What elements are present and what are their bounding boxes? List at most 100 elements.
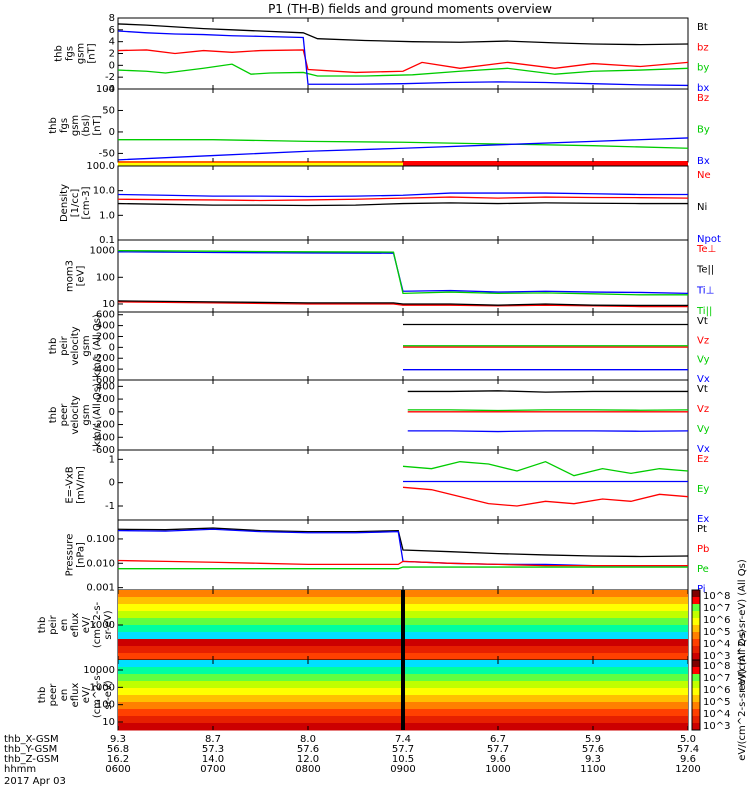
y-tick-label: 6 (109, 25, 115, 36)
panel-frame (117, 519, 689, 591)
y-axis-label: gsm (76, 43, 87, 64)
legend-Vy: Vy (697, 355, 710, 366)
y-tick-label: -200 (92, 420, 115, 431)
y-axis-label: [eV] (76, 266, 87, 287)
y-tick-label: 100 (96, 700, 115, 711)
y-axis-label: Density (59, 184, 70, 222)
colorbar-tick-label: 10^4 (703, 639, 730, 650)
legend-Pb: Pb (697, 544, 709, 555)
x-axis-value: 9.6 (490, 754, 506, 765)
x-axis-value: 1100 (580, 764, 605, 775)
y-axis-label: peer (48, 683, 59, 707)
series-Bt-line (117, 23, 689, 46)
y-tick-label: 200 (96, 394, 115, 405)
y-tick-label: 400 (96, 321, 115, 332)
y-tick-label: -50 (99, 148, 115, 159)
series-Vt-line (407, 390, 688, 393)
series-Te-line (117, 300, 688, 307)
y-tick-label: 400 (96, 381, 115, 392)
figure-title: P1 (TH-B) fields and ground moments over… (268, 2, 552, 16)
y-tick-label: 600 (96, 310, 115, 321)
legend-Ey: Ey (697, 484, 709, 495)
y-axis-label: velocity (70, 326, 81, 365)
x-axis-value: 5.9 (585, 734, 601, 745)
colorbar-segment (692, 702, 700, 710)
y-axis-label: mom3 (65, 260, 76, 292)
y-tick-label: 1.0 (99, 210, 115, 221)
legend-Pi: Pi (697, 584, 706, 595)
x-axis-value: 1200 (675, 764, 700, 775)
colorbar-tick-label: 10^3 (703, 651, 730, 662)
y-tick-label: 4 (109, 37, 115, 48)
legend-Bt: Bt (697, 22, 708, 33)
colorbar-tick-label: 10^7 (703, 673, 730, 684)
x-axis-value: 5.0 (680, 734, 696, 745)
y-axis-label: en (59, 689, 70, 702)
y-tick-label: 100 (96, 84, 115, 95)
x-axis-value: 14.0 (202, 754, 224, 765)
y-axis-label: km/s (All Qs) (92, 314, 103, 378)
x-axis-value: 0700 (200, 764, 225, 775)
y-tick-label: -400 (92, 364, 115, 375)
x-axis-value: 0600 (105, 764, 130, 775)
x-axis-row-label: thb_Y-GSM (4, 744, 57, 755)
y-tick-label: 0 (109, 478, 115, 489)
series-Bx-line (117, 137, 689, 161)
y-tick-label: 1000 (90, 620, 115, 631)
colorbar-tick-label: 10^6 (703, 685, 730, 696)
y-tick-label: 10.0 (93, 186, 115, 197)
legend-bz: bz (697, 42, 709, 53)
colorbar-tick-label: 10^6 (703, 615, 730, 626)
series-Ti-line (117, 249, 688, 296)
y-tick-label: 0.100 (86, 534, 115, 545)
y-axis-label: thb (48, 338, 59, 355)
colorbar-segment (692, 625, 700, 633)
series-bz-line (117, 49, 689, 74)
legend-Vx: Vx (697, 374, 710, 385)
panel-2: 100 50 0 -50 thb fgs gsm (bsl) [nT] Bz By Bx (48, 84, 710, 167)
y-axis-label: E=-VxB (65, 466, 76, 503)
colorbar-label: eV/(cm^2-s-sr-eV) (All Qs) (737, 629, 748, 761)
x-axis-value: 57.4 (677, 744, 699, 755)
colorbar-frame (691, 659, 701, 731)
y-axis-label: [mV/m] (76, 466, 87, 504)
x-axis-value: 8.7 (205, 734, 221, 745)
x-axis-row-label: thb_X-GSM (4, 734, 59, 745)
y-tick-label: -4 (105, 84, 115, 95)
series-Te-line (117, 301, 688, 308)
legend-Npot: Npot (697, 234, 721, 245)
y-tick-label: -600 (92, 375, 115, 386)
y-tick-label: 1 (109, 454, 115, 465)
y-tick-label: -200 (92, 353, 115, 364)
series-Ti-line (117, 251, 689, 295)
y-axis-label: (bsl) (81, 114, 92, 136)
series-bx-line (117, 30, 689, 87)
legend-bx: bx (697, 83, 709, 94)
y-tick-label: 0 (109, 127, 115, 138)
y-axis-label: fgs (65, 46, 76, 61)
x-axis-value: 57.6 (297, 744, 319, 755)
y-axis-label: [1/cc] (70, 189, 81, 218)
colorbar-tick-label: 10^3 (703, 721, 730, 732)
colorbar-segment (692, 723, 700, 731)
legend-Ez: Ez (697, 454, 709, 465)
y-tick-label: 50 (102, 105, 115, 116)
x-axis-value: 57.6 (582, 744, 604, 755)
series-Ey-line (402, 460, 689, 477)
legend-Ex: Ex (697, 514, 709, 525)
legend-Te: Te|| (696, 265, 714, 276)
panel-frame (117, 449, 689, 521)
legend-By: By (697, 125, 710, 136)
panel-7: 1 0 -1 E=-VxB [mV/m] Ez Ey Ex (65, 449, 709, 525)
y-tick-label: 8 (109, 13, 115, 24)
legend-Vy: Vy (697, 424, 710, 435)
colorbar-tick-label: 10^7 (703, 603, 730, 614)
y-axis-label: gsm (81, 404, 92, 425)
panel-4: 1000 100 10 mom3 [eV] Te⊥ Te|| Ti⊥ Ti|| (65, 239, 716, 317)
y-axis-label: km/s (All Qs) (92, 383, 103, 447)
x-axis-value: 1000 (485, 764, 510, 775)
colorbar-segment (692, 639, 700, 647)
y-tick-label: -400 (92, 432, 115, 443)
